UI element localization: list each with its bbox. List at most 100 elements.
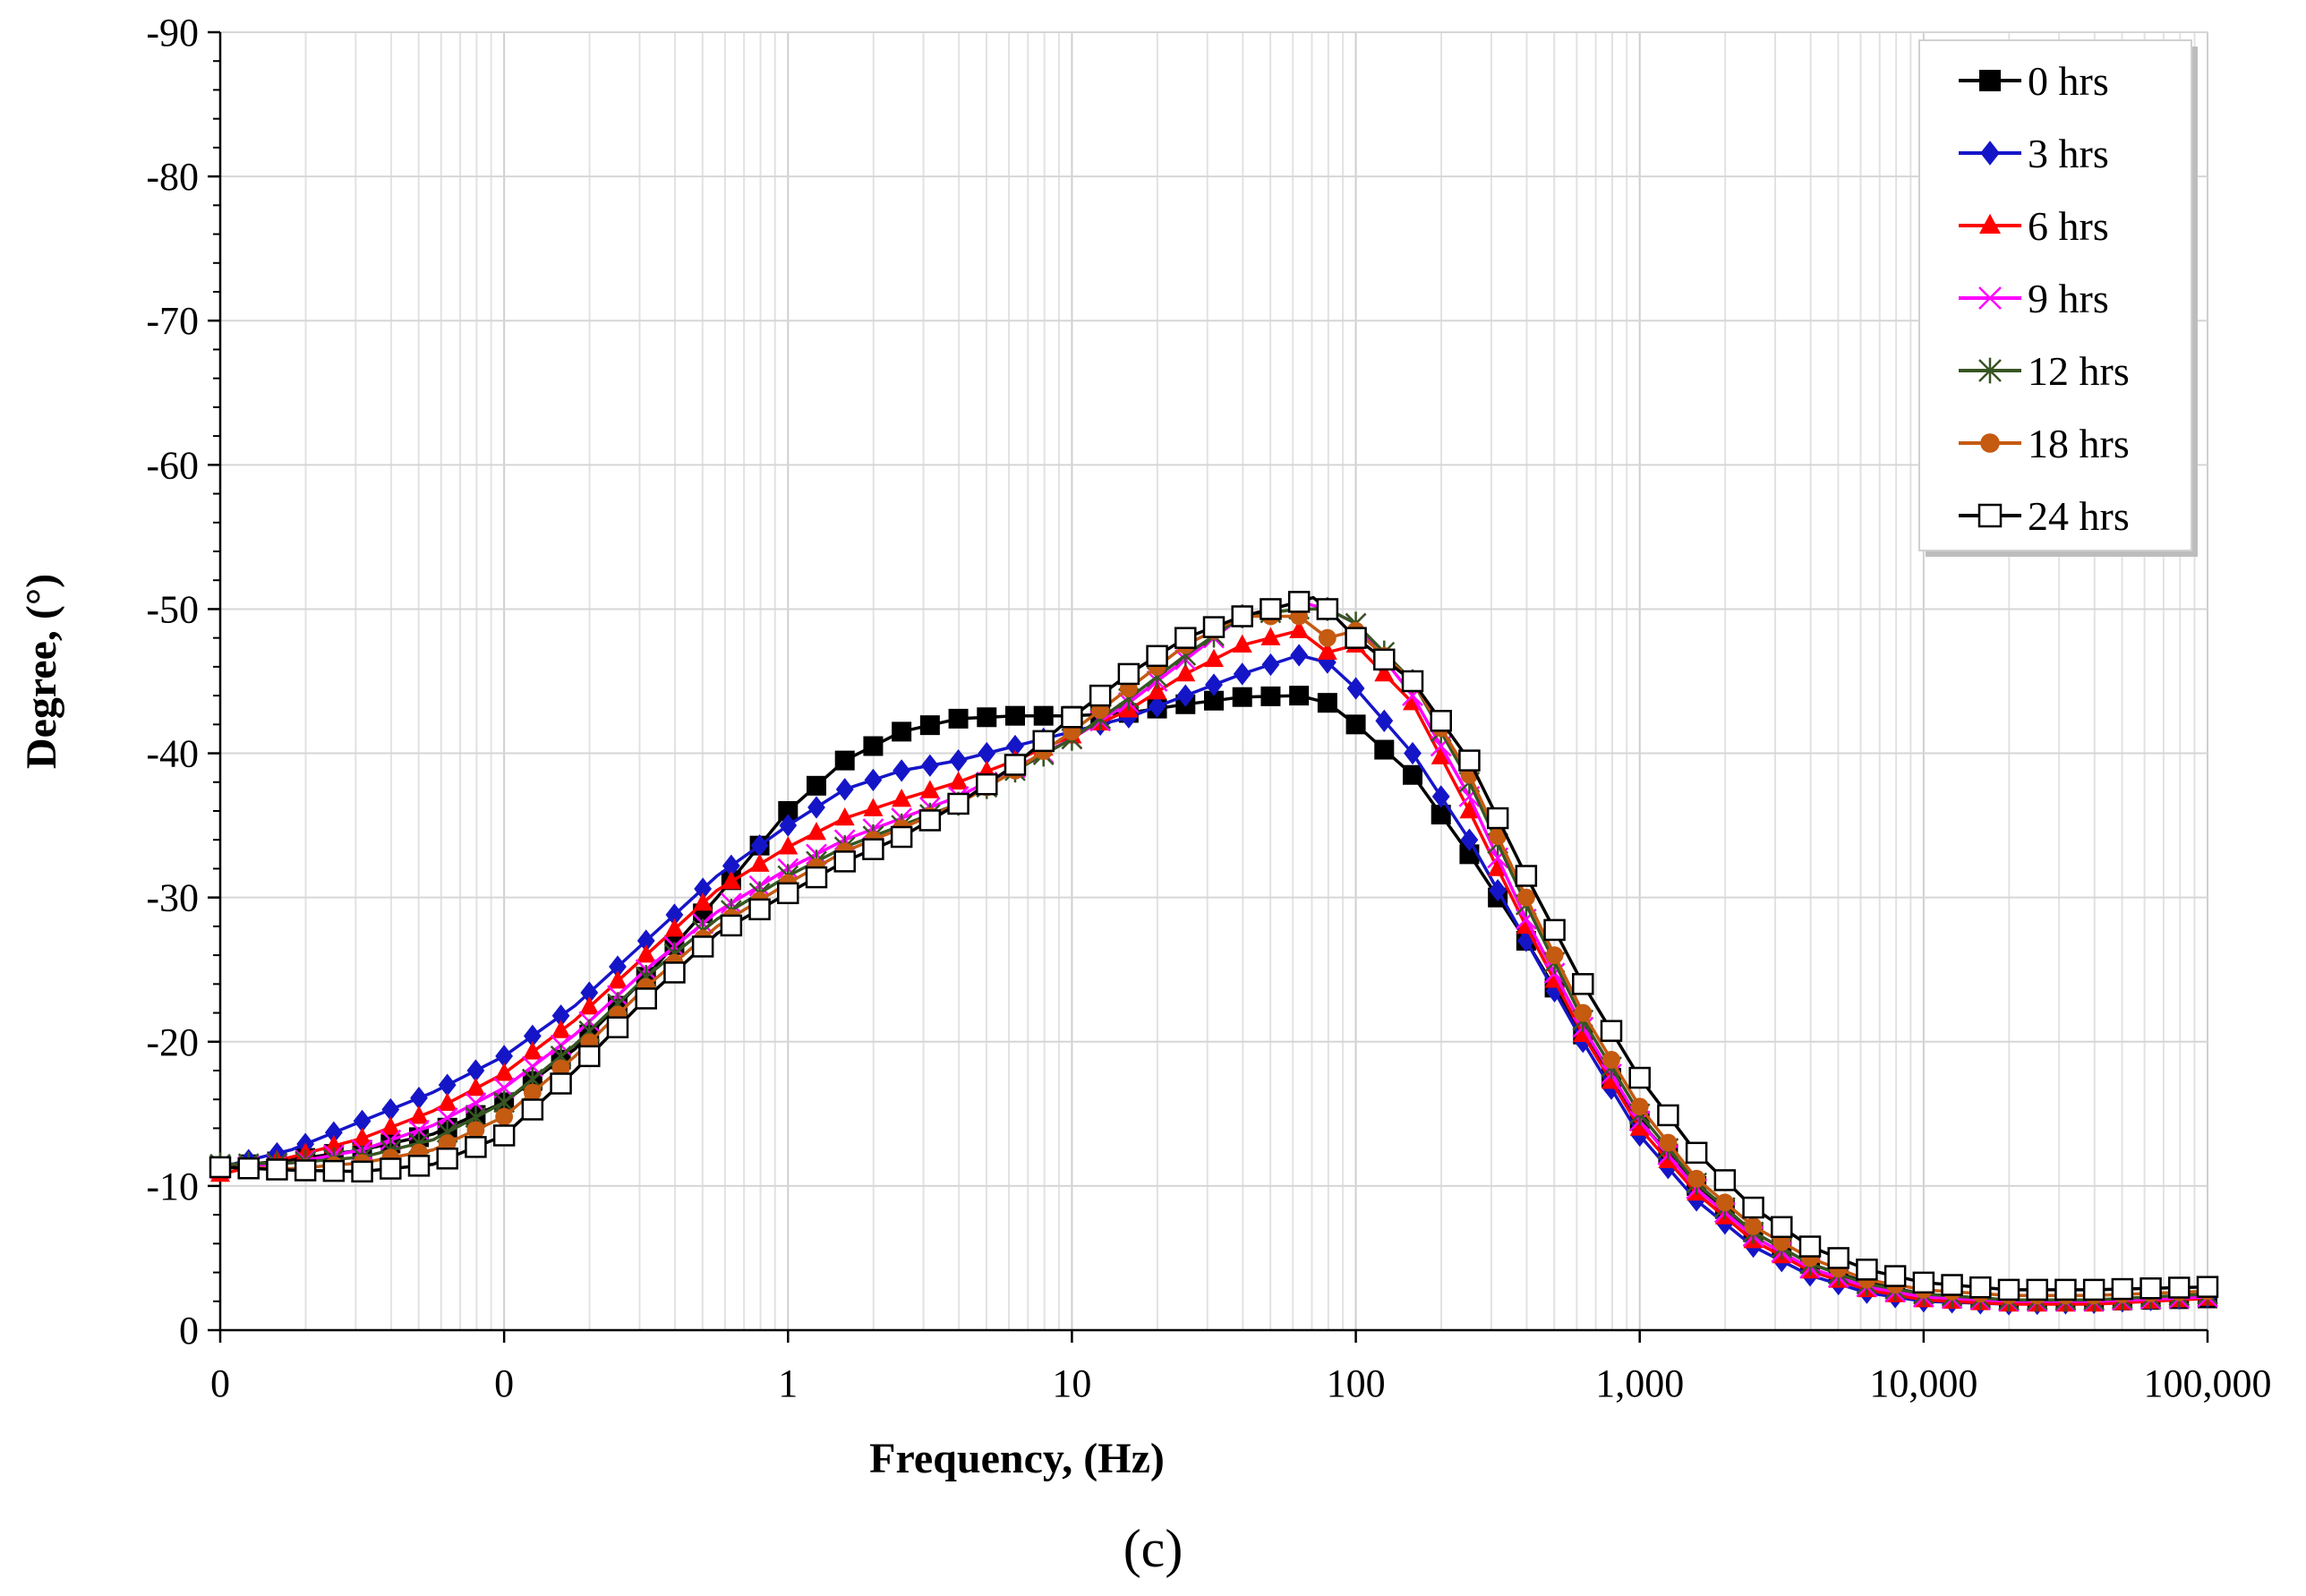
data-point [1375, 709, 1394, 732]
series-layer [209, 591, 2219, 1316]
x-tick-label: 100,000 [2144, 1361, 2272, 1405]
y-tick-label: -60 [146, 443, 199, 487]
data-point [694, 877, 713, 900]
series-24-hrs [209, 591, 2219, 1302]
legend-label: 9 hrs [2028, 276, 2109, 321]
data-point [1545, 979, 1564, 1003]
data-point [1346, 677, 1365, 700]
data-point [551, 1004, 570, 1028]
data-point [1771, 1216, 1793, 1239]
data-point [579, 996, 600, 1015]
data-point [834, 807, 855, 826]
data-point [1033, 705, 1054, 726]
data-point [1289, 619, 1310, 638]
data-point [209, 1156, 232, 1179]
data-point [949, 748, 968, 772]
data-point [1459, 799, 1480, 819]
data-point [1980, 433, 2000, 453]
figure-caption: (c) [1123, 1519, 1183, 1578]
data-point [665, 903, 684, 926]
data-point [353, 1109, 372, 1133]
data-point [892, 721, 912, 742]
data-point [1883, 1265, 1907, 1287]
data-point [1204, 648, 1224, 668]
legend-item: 6 hrs [1959, 203, 2109, 249]
data-point [1997, 1278, 2020, 1302]
legend-box [1918, 39, 2192, 551]
y-tick-label: -30 [146, 876, 199, 920]
data-point [1148, 695, 1166, 718]
data-point [2168, 1276, 2191, 1299]
data-point [2139, 1277, 2162, 1300]
data-point [1489, 827, 1507, 846]
data-point [720, 914, 743, 937]
data-point [407, 1155, 431, 1177]
data-point [1912, 1271, 1935, 1294]
data-point [1231, 605, 1253, 627]
data-point [1431, 785, 1450, 808]
legend-label: 18 hrs [2028, 421, 2130, 466]
data-point [324, 1121, 343, 1144]
data-point [663, 961, 686, 984]
y-tick-label: -80 [146, 155, 199, 199]
legend-item: 3 hrs [1959, 131, 2109, 176]
data-point [1290, 644, 1309, 667]
data-point [1174, 627, 1197, 649]
data-point [1827, 1247, 1849, 1269]
data-point [1685, 1141, 1708, 1165]
data-point [1458, 749, 1481, 772]
data-point [352, 1127, 372, 1146]
data-point [437, 1092, 457, 1111]
data-point [492, 1124, 516, 1147]
data-point [748, 898, 771, 921]
data-point [494, 1063, 515, 1081]
data-point [1460, 828, 1479, 851]
data-point [1979, 70, 2001, 91]
data-point [1373, 648, 1396, 671]
data-point [2026, 1278, 2048, 1302]
data-point [1430, 710, 1452, 732]
data-point [1486, 807, 1509, 830]
data-point [466, 1059, 485, 1082]
data-point [1742, 1196, 1764, 1219]
data-point [862, 838, 884, 860]
data-point [1205, 673, 1223, 696]
legend-item: 9 hrs [1959, 276, 2109, 321]
data-point [722, 854, 740, 877]
data-point [1600, 1020, 1623, 1042]
x-axis-title: Frequency, (Hz) [869, 1435, 1165, 1482]
x-tick-label: 100 [1327, 1361, 1386, 1405]
data-point [1713, 1169, 1737, 1191]
data-point [522, 1041, 542, 1060]
data-point [948, 771, 969, 790]
data-point [864, 768, 883, 792]
data-point [1345, 714, 1366, 735]
y-tick-label: -20 [146, 1020, 199, 1064]
data-point [1629, 1117, 1650, 1136]
data-point [1261, 653, 1280, 677]
data-point [410, 1086, 428, 1110]
y-tick-label: -10 [146, 1165, 199, 1208]
data-point [1401, 670, 1424, 693]
data-point [1980, 141, 2000, 166]
data-point [2111, 1277, 2134, 1301]
legend-item: 24 hrs [1959, 493, 2130, 539]
data-point [1978, 357, 2002, 384]
data-point [1659, 1133, 1678, 1152]
data-point [892, 789, 912, 807]
data-point [495, 1045, 514, 1068]
data-point [1202, 616, 1226, 638]
data-point [1657, 1104, 1679, 1127]
data-point [1175, 662, 1196, 682]
data-point [1374, 662, 1395, 682]
data-point [1317, 693, 1337, 713]
data-point [1687, 1169, 1706, 1188]
data-point [1403, 764, 1422, 785]
data-point [580, 981, 599, 1004]
axes [208, 30, 2209, 1343]
data-point [1032, 730, 1055, 753]
data-point [1089, 684, 1112, 707]
data-point [1941, 1274, 1963, 1296]
data-point [1316, 598, 1339, 620]
